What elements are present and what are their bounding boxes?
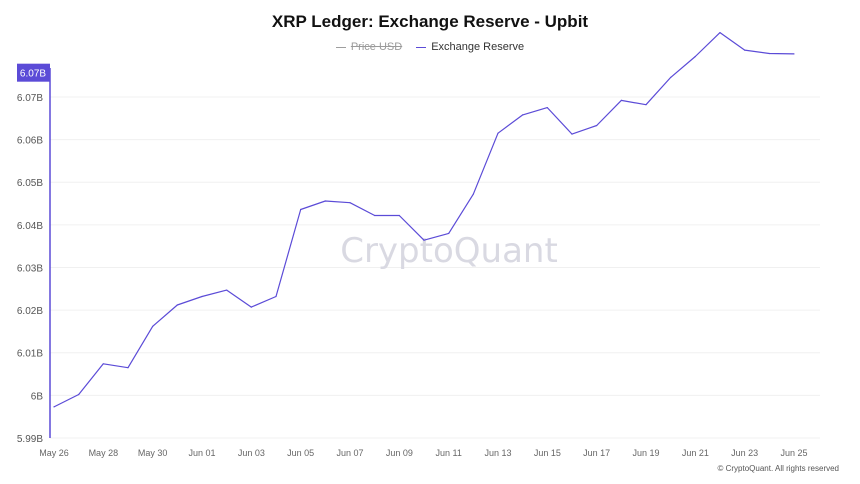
x-tick-label-3: Jun 01	[188, 448, 215, 458]
x-axis: May 26 May 28 May 30 Jun 01 Jun 03 Jun 05 Jun …	[39, 448, 807, 458]
data-point-17	[472, 193, 474, 195]
legend-swatch-price-usd	[335, 46, 346, 48]
y-axis: 5.99B 6B 6.01B 6.02B 6.03B 6.04B 6.05B 6.06B 6.0…	[17, 68, 51, 445]
x-tick-label-0: May 26	[39, 448, 69, 458]
data-point-9	[275, 295, 277, 298]
gridlines	[50, 96, 820, 439]
y-tick-label-2: 6.01B	[17, 349, 43, 360]
x-tick-label-12: Jun 19	[632, 448, 659, 458]
data-point-19	[522, 114, 524, 116]
x-tick-label-9: Jun 13	[484, 448, 511, 458]
legend: Price USD Exchange Reserve	[0, 41, 860, 53]
data-point-10	[300, 208, 302, 211]
data-point-13	[374, 214, 376, 217]
y-tick-label-4: 6.03B	[17, 263, 43, 274]
legend-label-price-usd: Price USD	[350, 41, 403, 53]
data-point-6	[201, 295, 203, 298]
legend-item-exchange-reserve[interactable]: Exchange Reserve	[416, 41, 524, 53]
copyright-text: © CryptoQuant. All rights reserved	[717, 464, 840, 473]
crosshair-label-bg	[17, 63, 50, 82]
data-point-12	[349, 202, 351, 204]
x-tick-label-8: Jun 11	[435, 448, 461, 458]
y-tick-label-7: 6.06B	[17, 136, 43, 147]
data-point-4	[152, 325, 154, 327]
y-tick-label-1: 6B	[31, 391, 44, 402]
y-tick-label-3: 6.02B	[17, 306, 43, 317]
x-tick-label-15: Jun 25	[780, 448, 807, 458]
watermark-text: CryptoQuant	[340, 231, 558, 271]
data-point-1	[78, 393, 80, 396]
crosshair-marker: 6.07B	[17, 63, 50, 82]
legend-item-price-usd[interactable]: Price USD	[335, 41, 403, 53]
data-point-7	[226, 289, 228, 291]
x-tick-label-13: Jun 21	[682, 448, 709, 458]
data-point-2	[102, 363, 104, 365]
data-point-28	[744, 49, 746, 51]
data-point-29	[768, 52, 770, 55]
data-point-8	[250, 306, 252, 308]
y-tick-label-0: 5.99B	[17, 434, 43, 445]
x-tick-label-2: May 30	[138, 448, 168, 458]
data-point-0	[53, 406, 55, 408]
crosshair-label-text: 6.07B	[20, 69, 46, 80]
data-point-30	[793, 53, 795, 55]
y-tick-label-8: 6.07B	[17, 93, 43, 104]
series-layer	[53, 32, 795, 408]
x-tick-label-1: May 28	[89, 448, 119, 458]
data-point-25	[670, 76, 672, 78]
data-point-20	[546, 107, 548, 109]
data-point-16	[448, 232, 450, 234]
legend-label-exchange-reserve: Exchange Reserve	[431, 41, 525, 53]
x-tick-label-4: Jun 03	[238, 448, 265, 458]
data-point-27	[719, 32, 721, 34]
x-tick-label-10: Jun 15	[534, 448, 561, 458]
data-point-23	[620, 99, 622, 101]
y-tick-label-6: 6.05B	[17, 178, 43, 189]
data-point-18	[497, 132, 499, 134]
data-point-26	[694, 55, 696, 58]
data-point-14	[398, 214, 400, 217]
x-tick-label-5: Jun 05	[287, 448, 314, 458]
chart-title: XRP Ledger: Exchange Reserve - Upbit	[271, 12, 589, 31]
data-point-15	[423, 239, 425, 241]
x-tick-label-11: Jun 17	[583, 448, 610, 458]
data-point-21	[571, 133, 573, 135]
series-line-exchange-reserve	[53, 32, 795, 408]
data-point-3	[127, 367, 129, 369]
x-tick-label-14: Jun 23	[731, 448, 758, 458]
data-point-22	[596, 124, 598, 127]
data-point-5	[176, 304, 178, 306]
x-tick-label-7: Jun 09	[386, 448, 413, 458]
data-point-11	[324, 200, 326, 202]
y-tick-label-5: 6.04B	[17, 221, 43, 232]
x-tick-label-6: Jun 07	[336, 448, 363, 458]
data-point-24	[645, 104, 647, 106]
legend-swatch-exchange-reserve	[416, 46, 427, 48]
